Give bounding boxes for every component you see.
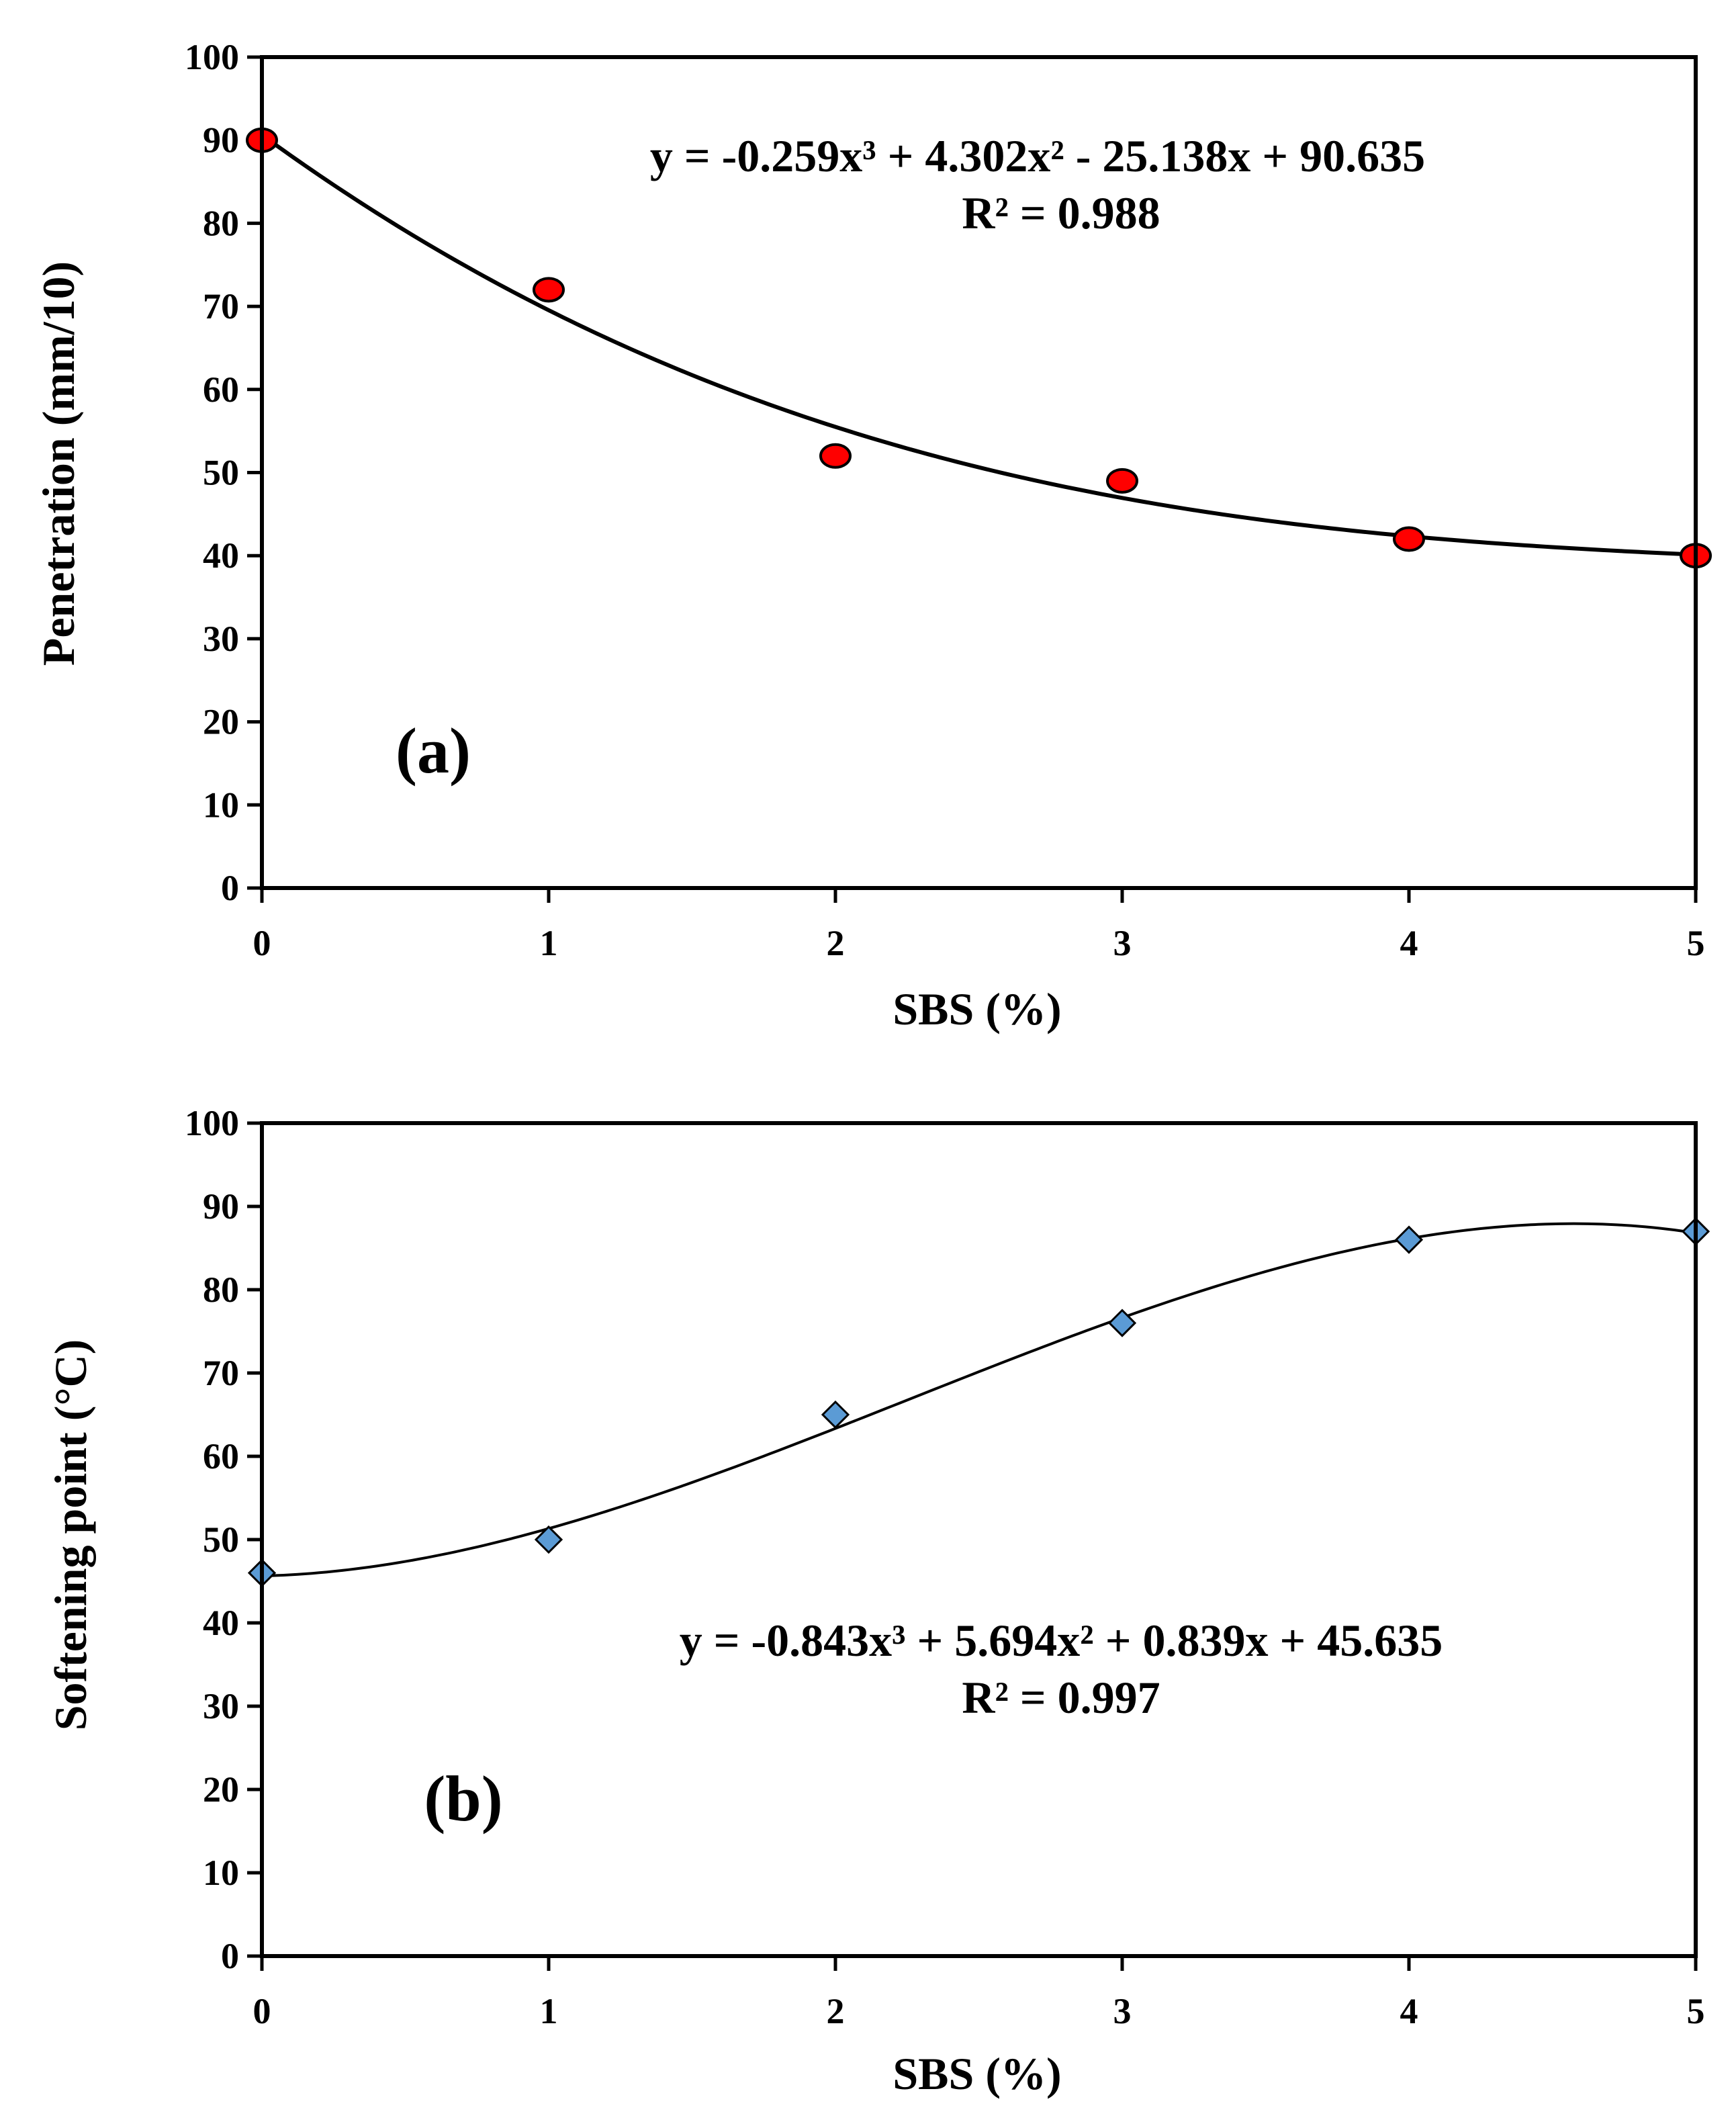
chart-a-data-point	[1393, 526, 1425, 552]
chart-b-y-tick-label: 60	[203, 1436, 239, 1476]
chart-a-x-ticks: 0 1 2 3 4 5	[253, 888, 1705, 963]
chart-a-y-tick-label: 70	[203, 286, 239, 326]
chart-b-y-tick-label: 10	[203, 1853, 239, 1893]
chart-b-y-tick-label: 100	[185, 1103, 239, 1143]
chart-b-plot-frame	[260, 1121, 1698, 1958]
chart-a-x-tick-label: 2	[827, 923, 845, 963]
chart-a-trendline	[261, 133, 1696, 557]
chart-a-r-squared: R² = 0.988	[962, 187, 1160, 238]
chart-b-x-tick-label: 0	[253, 1991, 271, 2031]
chart-b-x-tick-label: 3	[1113, 1991, 1132, 2031]
chart-a-x-tick-label: 0	[253, 923, 271, 963]
chart-b-y-tick-label: 0	[221, 1936, 239, 1976]
chart-b-data-point	[1394, 1225, 1424, 1254]
chart-b-data-point	[1107, 1309, 1137, 1337]
chart-b-y-tick-label: 20	[203, 1769, 239, 1810]
chart-a-data-point	[533, 277, 565, 303]
chart-b-y-tick-label: 90	[203, 1186, 239, 1227]
chart-a-y-axis-title: Penetration (mm/10)	[33, 261, 84, 666]
chart-b-x-tick-label: 4	[1400, 1991, 1418, 2031]
chart-a-x-tick-label: 1	[540, 923, 558, 963]
chart-a-data-point	[819, 443, 852, 469]
chart-a-panel-label: (a)	[396, 715, 471, 787]
chart-a-plot-frame	[260, 55, 1698, 890]
chart-a-y-tick-label: 100	[185, 37, 239, 77]
chart-b-y-tick-label: 80	[203, 1270, 239, 1310]
chart-a-y-tick-label: 90	[203, 120, 239, 161]
chart-a-x-tick-label: 4	[1400, 923, 1418, 963]
chart-b-x-tick-label: 2	[827, 1991, 845, 2031]
chart-b-x-axis-title: SBS (%)	[893, 2048, 1061, 2099]
chart-a-y-tick-label: 40	[203, 535, 239, 576]
chart-b-softening-point: 0 10 20 30 40 50 60 70 80 90 100 0 1 2 3 4 5 y = -0.843…	[45, 1103, 1710, 2099]
chart-a-y-ticks: 0 10 20 30 40 50 60 70 80 90 100	[185, 37, 262, 908]
chart-b-x-tick-label: 1	[540, 1991, 558, 2031]
chart-a-y-tick-label: 60	[203, 369, 239, 410]
chart-a-y-tick-label: 0	[221, 868, 239, 908]
chart-a-x-tick-label: 5	[1687, 923, 1705, 963]
chart-b-y-tick-label: 50	[203, 1519, 239, 1560]
chart-b-y-tick-label: 40	[203, 1603, 239, 1643]
chart-a-x-tick-label: 3	[1113, 923, 1132, 963]
chart-a-y-tick-label: 50	[203, 453, 239, 493]
chart-a-equation: y = -0.259x³ + 4.302x² - 25.138x + 90.63…	[650, 130, 1425, 181]
chart-b-y-tick-label: 30	[203, 1686, 239, 1726]
chart-b-panel-label: (b)	[424, 1763, 502, 1834]
chart-b-points	[247, 1217, 1710, 1587]
chart-a-x-axis-title: SBS (%)	[893, 983, 1061, 1034]
chart-b-x-tick-label: 5	[1687, 1991, 1705, 2031]
chart-a-data-point	[1106, 468, 1138, 494]
chart-b-equation: y = -0.843x³ + 5.694x² + 0.839x + 45.635	[680, 1615, 1443, 1666]
chart-b-y-tick-label: 70	[203, 1353, 239, 1393]
chart-b-trendline	[261, 1222, 1696, 1578]
chart-b-y-axis-title: Softening point (°C)	[45, 1339, 96, 1731]
chart-b-data-point	[821, 1400, 850, 1429]
chart-b-data-point	[534, 1525, 563, 1554]
chart-a-y-tick-label: 20	[203, 702, 239, 742]
chart-b-x-ticks: 0 1 2 3 4 5	[253, 1956, 1705, 2031]
chart-a-penetration: 0 10 20 30 40 50 60 70 80 90 100 0 1 2 3 4 5 y = -0.259…	[33, 37, 1712, 1034]
chart-a-y-tick-label: 30	[203, 619, 239, 659]
chart-b-r-squared: R² = 0.997	[962, 1672, 1160, 1723]
chart-b-y-ticks: 0 10 20 30 40 50 60 70 80 90 100	[185, 1103, 262, 1976]
chart-a-y-tick-label: 10	[203, 785, 239, 825]
chart-a-y-tick-label: 80	[203, 203, 239, 243]
